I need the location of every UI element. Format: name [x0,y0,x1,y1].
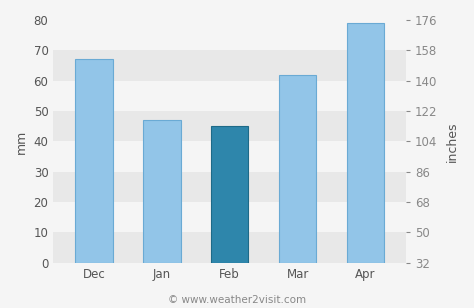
Bar [53,81,406,111]
Bar [53,50,406,81]
Bar [53,20,406,50]
Bar [75,59,113,263]
Y-axis label: mm: mm [15,129,28,153]
Bar [53,141,406,172]
Bar [279,75,316,263]
Bar [53,233,406,263]
Bar [347,23,384,263]
Bar [53,111,406,141]
Bar [211,126,248,263]
Y-axis label: inches: inches [446,121,459,162]
Bar [53,202,406,233]
Text: © www.weather2visit.com: © www.weather2visit.com [168,295,306,305]
Bar [53,172,406,202]
Bar [143,120,181,263]
